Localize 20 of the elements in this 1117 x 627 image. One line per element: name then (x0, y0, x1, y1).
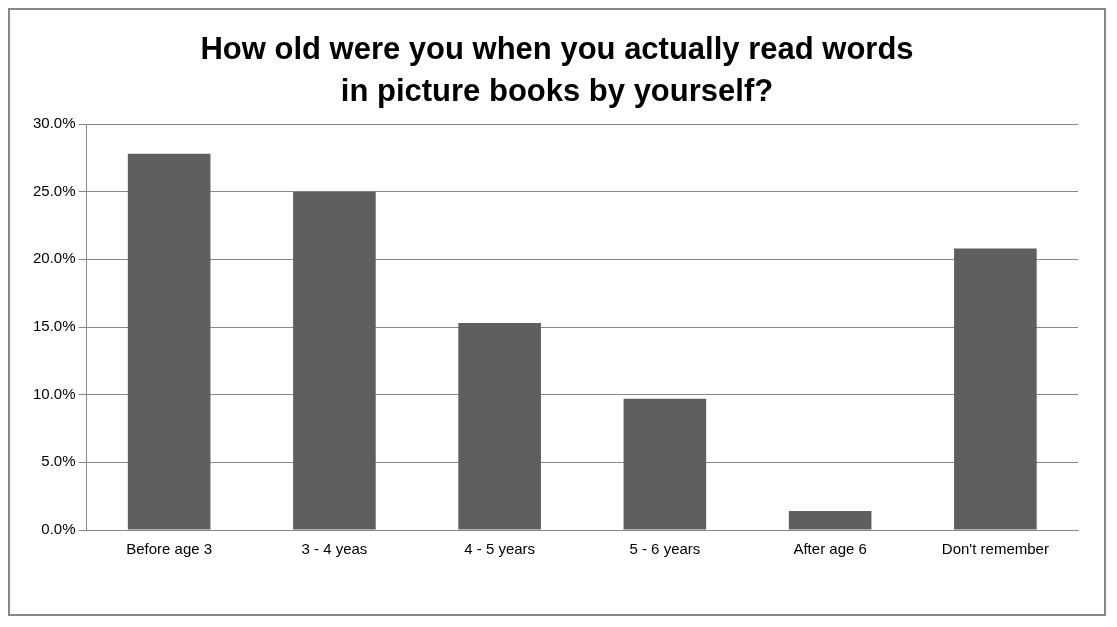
bar (788, 511, 872, 530)
y-tick-label: 30.0% (32, 114, 76, 132)
chart-title: How old were you when you actually read words in picture books by yourself? (199, 30, 915, 110)
y-tick-label: 15.0% (32, 317, 76, 335)
y-tick-label: 20.0% (32, 249, 76, 267)
bar (623, 398, 707, 530)
bar (127, 153, 211, 530)
x-tick-label: 3 - 4 yeas (301, 540, 368, 558)
bar (954, 248, 1037, 530)
y-tick-label: 0.0% (41, 520, 76, 538)
bar (458, 322, 541, 530)
x-tick-label: After age 6 (793, 540, 867, 558)
bar (293, 191, 376, 530)
x-tick-label: Before age 3 (126, 540, 213, 558)
x-tick-label: 5 - 6 years (629, 540, 701, 558)
x-tick-label: 4 - 5 years (464, 540, 536, 558)
y-tick-label: 10.0% (32, 384, 76, 402)
x-tick-label: Don't remember (941, 540, 1049, 558)
y-tick-label: 5.0% (41, 452, 76, 470)
y-tick-label: 25.0% (32, 181, 76, 199)
